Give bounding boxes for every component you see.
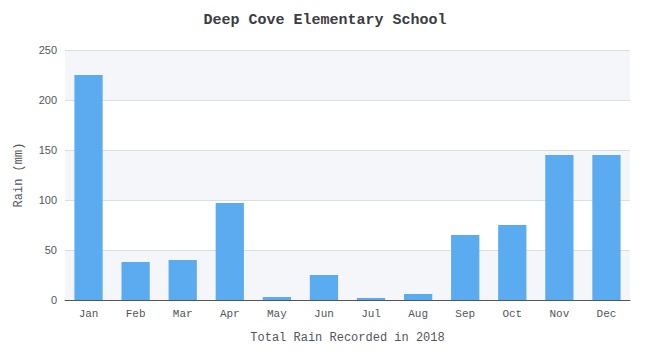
svg-text:0: 0: [51, 294, 57, 306]
svg-text:200: 200: [39, 94, 57, 106]
svg-text:Oct: Oct: [502, 308, 522, 320]
svg-text:Jan: Jan: [79, 308, 99, 320]
svg-text:Dec: Dec: [597, 308, 617, 320]
svg-text:Mar: Mar: [173, 308, 193, 320]
svg-text:Sep: Sep: [455, 308, 475, 320]
svg-text:May: May: [267, 308, 287, 320]
svg-text:250: 250: [39, 44, 57, 56]
svg-text:150: 150: [39, 144, 57, 156]
svg-text:Nov: Nov: [549, 308, 569, 320]
svg-text:Rain (mm): Rain (mm): [12, 143, 26, 208]
svg-text:Aug: Aug: [408, 308, 428, 320]
svg-text:Feb: Feb: [126, 308, 146, 320]
svg-text:50: 50: [45, 244, 57, 256]
svg-text:100: 100: [39, 194, 57, 206]
svg-text:Apr: Apr: [220, 308, 240, 320]
svg-text:Deep Cove Elementary School: Deep Cove Elementary School: [203, 12, 446, 29]
svg-text:Total Rain Recorded in 2018: Total Rain Recorded in 2018: [250, 331, 444, 345]
svg-text:Jun: Jun: [314, 308, 334, 320]
svg-text:Jul: Jul: [361, 308, 381, 320]
